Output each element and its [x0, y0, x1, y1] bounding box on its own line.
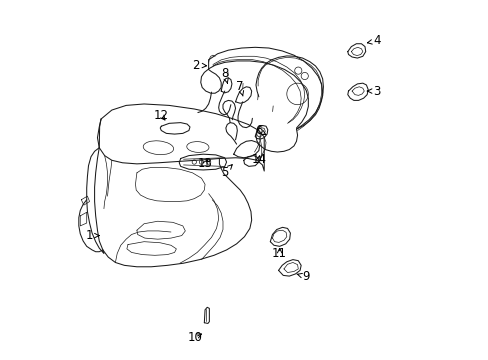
Text: 7: 7: [236, 80, 244, 96]
Text: 11: 11: [272, 247, 286, 260]
Text: 10: 10: [187, 330, 202, 343]
Text: 8: 8: [221, 67, 228, 83]
Text: 12: 12: [154, 109, 168, 122]
Text: 6: 6: [255, 124, 265, 137]
Text: 9: 9: [296, 270, 309, 283]
Text: 1: 1: [86, 229, 99, 242]
Text: 14: 14: [251, 153, 266, 166]
Text: 2: 2: [192, 59, 206, 72]
Text: 4: 4: [366, 34, 380, 48]
Text: 5: 5: [221, 165, 232, 179]
Text: 13: 13: [197, 157, 212, 170]
Text: 3: 3: [366, 85, 380, 98]
